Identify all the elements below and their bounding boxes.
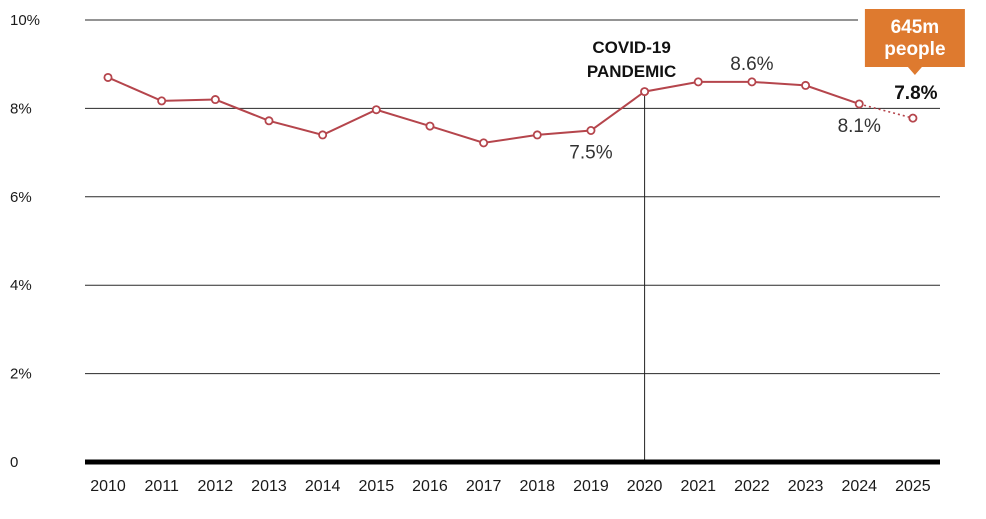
data-point [532,130,542,140]
data-point [854,99,864,109]
data-point [157,96,167,106]
callout-pointer [907,67,922,75]
x-tick-label: 2011 [144,478,179,495]
x-tick-label: 2018 [519,478,555,495]
y-tick-label: 8% [10,100,32,117]
x-tick-label: 2017 [466,478,502,495]
x-tick-label: 2025 [895,478,931,495]
x-tick-label: 2016 [412,478,448,495]
y-tick-label: 6% [10,189,32,206]
callout-text-line2: people [884,39,945,60]
x-tick-labels: 2010 2011 2012 2013 2014 2015 2016 2017 2018 2019… [90,478,931,495]
data-points [103,72,918,148]
callout-box [864,9,965,67]
series-line-projected [859,103,914,119]
y-tick-label: 2% [10,366,32,383]
y-tick-label: 10% [10,12,40,29]
data-point [371,105,381,115]
data-point [425,121,435,131]
data-label: 8.1% [838,116,881,137]
x-tick-label: 2022 [734,478,770,495]
data-labels: 7.5% 8.6% 8.1% 7.8% [569,54,937,164]
x-tick-label: 2020 [627,478,663,495]
data-point [479,138,489,148]
series-line [107,76,914,144]
data-point [264,116,274,126]
series-line-solid [107,76,860,144]
event-marker: COVID-19 PANDEMIC [587,38,676,462]
y-tick-labels: 0 2% 4% 6% 8% 10% [10,12,40,471]
data-point [747,77,757,87]
x-tick-label: 2014 [305,478,341,495]
data-point [693,77,703,87]
x-tick-label: 2023 [788,478,824,495]
data-label: 7.5% [569,143,612,164]
event-label-line1: COVID-19 [592,38,670,57]
data-point [586,126,596,136]
data-point [103,72,113,82]
data-label: 8.6% [730,54,773,75]
data-point [318,130,328,140]
data-point [210,95,220,105]
x-tick-label: 2013 [251,478,287,495]
x-tick-label: 2015 [359,478,395,495]
y-tick-label: 4% [10,277,32,294]
x-tick-label: 2010 [90,478,126,495]
data-point [640,87,650,97]
data-label: 7.8% [894,83,937,104]
x-tick-label: 2024 [841,478,877,495]
grid-lines [85,19,940,375]
event-label-line2: PANDEMIC [587,62,676,81]
data-point [908,113,918,123]
y-tick-label: 0 [10,454,18,471]
x-tick-label: 2021 [680,478,716,495]
callout-text-line1: 645m [891,17,940,38]
x-tick-label: 2012 [198,478,234,495]
x-tick-label: 2019 [573,478,609,495]
data-point [801,80,811,90]
